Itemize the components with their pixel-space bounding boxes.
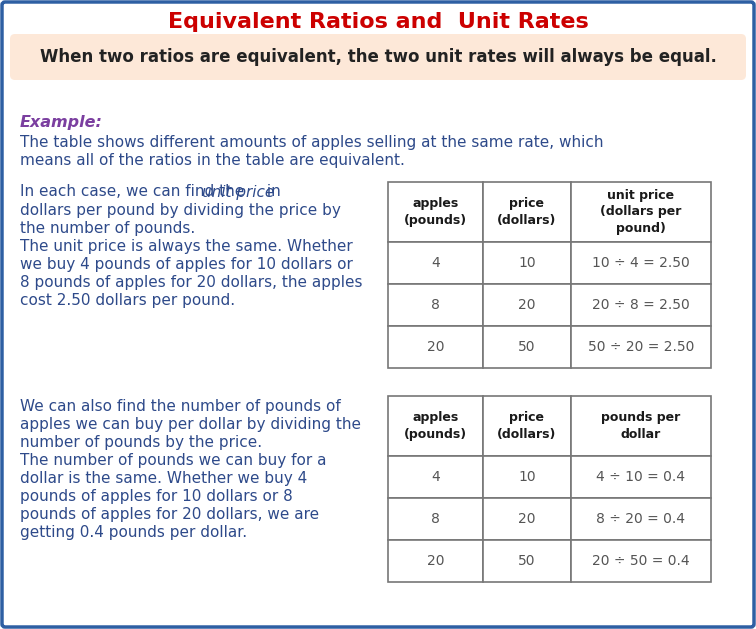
Bar: [388, 456, 483, 498]
Bar: [388, 540, 483, 582]
Bar: [483, 540, 571, 582]
Bar: [571, 540, 711, 582]
Bar: [388, 182, 483, 242]
Bar: [483, 284, 571, 326]
Text: pounds of apples for 10 dollars or 8: pounds of apples for 10 dollars or 8: [20, 489, 293, 503]
Bar: [571, 326, 711, 368]
Text: price
(dollars): price (dollars): [497, 411, 556, 441]
Text: unit price
(dollars per
pound): unit price (dollars per pound): [600, 189, 682, 235]
Bar: [388, 326, 483, 368]
Text: apples
(pounds): apples (pounds): [404, 198, 467, 226]
Text: cost 2.50 dollars per pound.: cost 2.50 dollars per pound.: [20, 292, 235, 308]
Text: 50: 50: [519, 554, 536, 568]
Text: 20: 20: [519, 298, 536, 312]
Text: The table shows different amounts of apples selling at the same rate, which: The table shows different amounts of app…: [20, 135, 603, 150]
Text: dollar is the same. Whether we buy 4: dollar is the same. Whether we buy 4: [20, 470, 307, 486]
Text: 8: 8: [431, 512, 440, 526]
Text: 8 pounds of apples for 20 dollars, the apples: 8 pounds of apples for 20 dollars, the a…: [20, 274, 362, 289]
Text: 4: 4: [431, 470, 440, 484]
Bar: [483, 242, 571, 284]
Text: 20 ÷ 50 = 0.4: 20 ÷ 50 = 0.4: [592, 554, 689, 568]
Text: apples
(pounds): apples (pounds): [404, 411, 467, 441]
Text: 4: 4: [431, 256, 440, 270]
Text: the number of pounds.: the number of pounds.: [20, 221, 195, 235]
Text: pounds of apples for 20 dollars, we are: pounds of apples for 20 dollars, we are: [20, 506, 319, 521]
Bar: [571, 396, 711, 456]
Bar: [483, 456, 571, 498]
Text: getting 0.4 pounds per dollar.: getting 0.4 pounds per dollar.: [20, 525, 247, 540]
FancyBboxPatch shape: [10, 34, 746, 80]
Text: 10: 10: [518, 256, 536, 270]
Text: number of pounds by the price.: number of pounds by the price.: [20, 435, 262, 450]
Text: 20: 20: [519, 512, 536, 526]
Bar: [571, 498, 711, 540]
Bar: [483, 182, 571, 242]
Text: In each case, we can find the: In each case, we can find the: [20, 184, 249, 199]
Text: 10 ÷ 4 = 2.50: 10 ÷ 4 = 2.50: [592, 256, 690, 270]
Bar: [571, 182, 711, 242]
Text: We can also find the number of pounds of: We can also find the number of pounds of: [20, 399, 341, 413]
Text: pounds per
dollar: pounds per dollar: [601, 411, 680, 441]
Bar: [388, 242, 483, 284]
Bar: [571, 284, 711, 326]
Text: price
(dollars): price (dollars): [497, 198, 556, 226]
Text: 8 ÷ 20 = 0.4: 8 ÷ 20 = 0.4: [596, 512, 686, 526]
Bar: [571, 242, 711, 284]
Text: When two ratios are equivalent, the two unit rates will always be equal.: When two ratios are equivalent, the two …: [39, 48, 717, 66]
Text: The number of pounds we can buy for a: The number of pounds we can buy for a: [20, 452, 327, 467]
Text: 8: 8: [431, 298, 440, 312]
Text: means all of the ratios in the table are equivalent.: means all of the ratios in the table are…: [20, 153, 405, 169]
Text: 4 ÷ 10 = 0.4: 4 ÷ 10 = 0.4: [596, 470, 686, 484]
Text: 50 ÷ 20 = 2.50: 50 ÷ 20 = 2.50: [588, 340, 694, 354]
Text: unit price: unit price: [202, 184, 274, 199]
Text: Equivalent Ratios and  Unit Rates: Equivalent Ratios and Unit Rates: [168, 12, 588, 32]
Text: 20: 20: [426, 340, 445, 354]
Bar: [483, 498, 571, 540]
Text: dollars per pound by dividing the price by: dollars per pound by dividing the price …: [20, 203, 341, 218]
Bar: [483, 396, 571, 456]
Text: we buy 4 pounds of apples for 10 dollars or: we buy 4 pounds of apples for 10 dollars…: [20, 257, 353, 272]
Bar: [571, 456, 711, 498]
Bar: [388, 396, 483, 456]
Text: Example:: Example:: [20, 114, 103, 130]
Bar: [388, 284, 483, 326]
Text: apples we can buy per dollar by dividing the: apples we can buy per dollar by dividing…: [20, 416, 361, 431]
Bar: [388, 498, 483, 540]
Text: 10: 10: [518, 470, 536, 484]
Text: 50: 50: [519, 340, 536, 354]
Text: 20 ÷ 8 = 2.50: 20 ÷ 8 = 2.50: [592, 298, 690, 312]
Text: 20: 20: [426, 554, 445, 568]
Text: in: in: [262, 184, 280, 199]
Bar: [483, 326, 571, 368]
Text: The unit price is always the same. Whether: The unit price is always the same. Wheth…: [20, 238, 353, 253]
